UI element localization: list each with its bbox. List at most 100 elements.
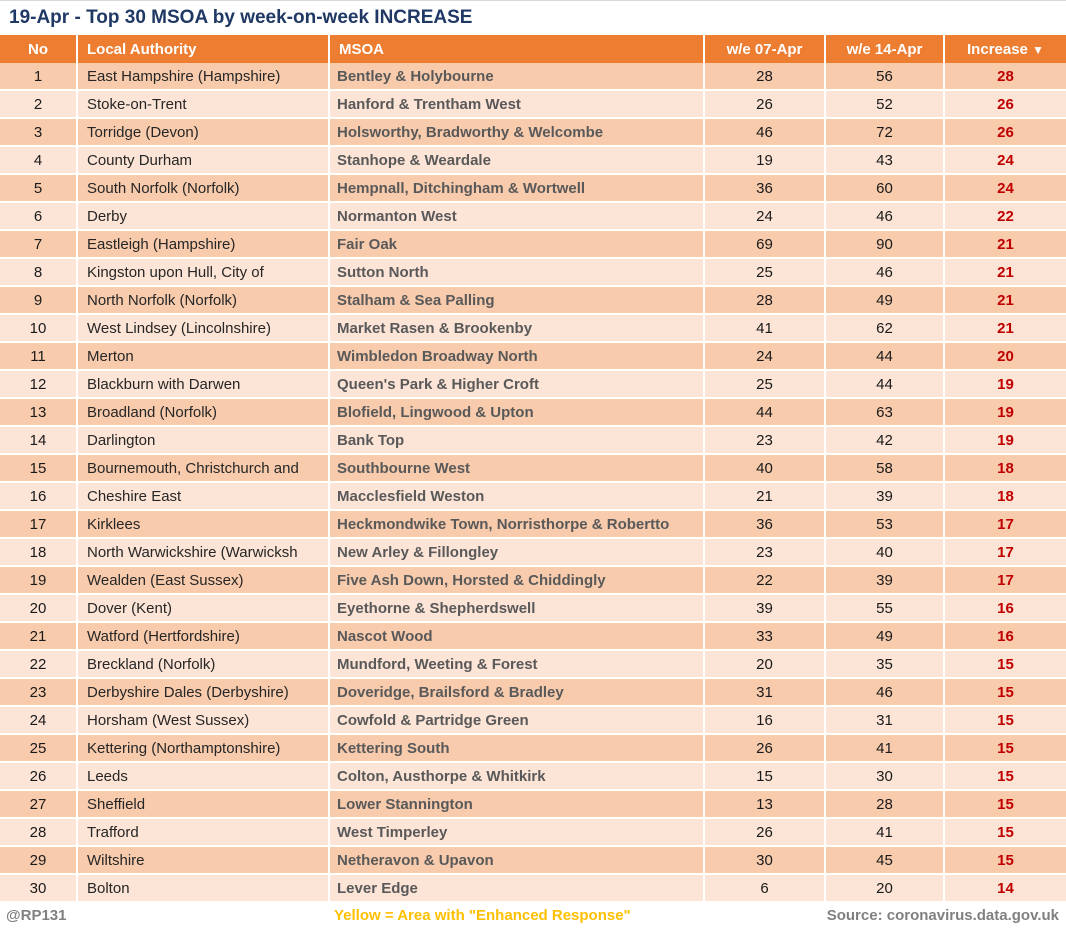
column-header-increase[interactable]: Increase ▼ xyxy=(945,35,1066,63)
cell-we-07-apr: 20 xyxy=(705,651,826,679)
cell-we-14-apr: 60 xyxy=(826,175,945,203)
cell-increase: 17 xyxy=(945,539,1066,567)
cell-rank: 26 xyxy=(0,763,78,791)
cell-increase: 15 xyxy=(945,791,1066,819)
cell-local-authority: Cheshire East xyxy=(78,483,330,511)
cell-rank: 29 xyxy=(0,847,78,875)
cell-we-14-apr: 41 xyxy=(826,735,945,763)
cell-msoa: West Timperley xyxy=(330,819,705,847)
cell-we-07-apr: 13 xyxy=(705,791,826,819)
table-header-row: No Local Authority MSOA w/e 07-Apr w/e 1… xyxy=(0,35,1066,63)
cell-rank: 8 xyxy=(0,259,78,287)
cell-rank: 7 xyxy=(0,231,78,259)
table-row: 26 Leeds Colton, Austhorpe & Whitkirk 15… xyxy=(0,763,1066,791)
table-row: 5 South Norfolk (Norfolk) Hempnall, Ditc… xyxy=(0,175,1066,203)
table-row: 3 Torridge (Devon) Holsworthy, Bradworth… xyxy=(0,119,1066,147)
table-row: 28 Trafford West Timperley 26 41 15 xyxy=(0,819,1066,847)
cell-local-authority: Derbyshire Dales (Derbyshire) xyxy=(78,679,330,707)
page-title: 19-Apr - Top 30 MSOA by week-on-week INC… xyxy=(9,7,473,28)
cell-we-14-apr: 56 xyxy=(826,63,945,91)
cell-increase: 21 xyxy=(945,231,1066,259)
table-row: 21 Watford (Hertfordshire) Nascot Wood 3… xyxy=(0,623,1066,651)
cell-msoa: Heckmondwike Town, Norristhorpe & Robert… xyxy=(330,511,705,539)
cell-msoa: Five Ash Down, Horsted & Chiddingly xyxy=(330,567,705,595)
cell-local-authority: West Lindsey (Lincolnshire) xyxy=(78,315,330,343)
cell-we-07-apr: 19 xyxy=(705,147,826,175)
cell-we-07-apr: 31 xyxy=(705,679,826,707)
cell-we-07-apr: 36 xyxy=(705,511,826,539)
table-row: 6 Derby Normanton West 24 46 22 xyxy=(0,203,1066,231)
table-row: 13 Broadland (Norfolk) Blofield, Lingwoo… xyxy=(0,399,1066,427)
cell-we-07-apr: 44 xyxy=(705,399,826,427)
cell-msoa: Doveridge, Brailsford & Bradley xyxy=(330,679,705,707)
cell-local-authority: Eastleigh (Hampshire) xyxy=(78,231,330,259)
table-row: 22 Breckland (Norfolk) Mundford, Weeting… xyxy=(0,651,1066,679)
cell-we-14-apr: 39 xyxy=(826,567,945,595)
cell-we-07-apr: 22 xyxy=(705,567,826,595)
cell-local-authority: Kettering (Northamptonshire) xyxy=(78,735,330,763)
cell-we-07-apr: 16 xyxy=(705,707,826,735)
msoa-increase-table: No Local Authority MSOA w/e 07-Apr w/e 1… xyxy=(0,35,1066,903)
cell-rank: 19 xyxy=(0,567,78,595)
cell-we-14-apr: 46 xyxy=(826,679,945,707)
cell-local-authority: Dover (Kent) xyxy=(78,595,330,623)
cell-rank: 11 xyxy=(0,343,78,371)
cell-we-14-apr: 49 xyxy=(826,287,945,315)
table-row: 10 West Lindsey (Lincolnshire) Market Ra… xyxy=(0,315,1066,343)
cell-local-authority: Bolton xyxy=(78,875,330,903)
cell-we-07-apr: 23 xyxy=(705,427,826,455)
cell-msoa: Holsworthy, Bradworthy & Welcombe xyxy=(330,119,705,147)
cell-we-14-apr: 58 xyxy=(826,455,945,483)
cell-msoa: New Arley & Fillongley xyxy=(330,539,705,567)
cell-local-authority: Kirklees xyxy=(78,511,330,539)
cell-we-07-apr: 24 xyxy=(705,343,826,371)
table-row: 8 Kingston upon Hull, City of Sutton Nor… xyxy=(0,259,1066,287)
cell-increase: 15 xyxy=(945,847,1066,875)
cell-local-authority: Trafford xyxy=(78,819,330,847)
cell-local-authority: Watford (Hertfordshire) xyxy=(78,623,330,651)
cell-rank: 16 xyxy=(0,483,78,511)
cell-rank: 3 xyxy=(0,119,78,147)
cell-we-14-apr: 49 xyxy=(826,623,945,651)
cell-we-07-apr: 33 xyxy=(705,623,826,651)
cell-msoa: Eyethorne & Shepherdswell xyxy=(330,595,705,623)
cell-increase: 15 xyxy=(945,763,1066,791)
cell-local-authority: Wealden (East Sussex) xyxy=(78,567,330,595)
table-row: 1 East Hampshire (Hampshire) Bentley & H… xyxy=(0,63,1066,91)
cell-increase: 18 xyxy=(945,483,1066,511)
cell-increase: 19 xyxy=(945,399,1066,427)
cell-local-authority: Wiltshire xyxy=(78,847,330,875)
cell-msoa: Fair Oak xyxy=(330,231,705,259)
cell-local-authority: South Norfolk (Norfolk) xyxy=(78,175,330,203)
cell-msoa: Hempnall, Ditchingham & Wortwell xyxy=(330,175,705,203)
cell-we-07-apr: 25 xyxy=(705,259,826,287)
cell-increase: 18 xyxy=(945,455,1066,483)
cell-rank: 6 xyxy=(0,203,78,231)
cell-local-authority: Torridge (Devon) xyxy=(78,119,330,147)
cell-rank: 25 xyxy=(0,735,78,763)
table-row: 19 Wealden (East Sussex) Five Ash Down, … xyxy=(0,567,1066,595)
cell-we-07-apr: 41 xyxy=(705,315,826,343)
cell-msoa: Colton, Austhorpe & Whitkirk xyxy=(330,763,705,791)
table-row: 15 Bournemouth, Christchurch and Southbo… xyxy=(0,455,1066,483)
cell-we-14-apr: 41 xyxy=(826,819,945,847)
cell-increase: 21 xyxy=(945,287,1066,315)
cell-local-authority: Sheffield xyxy=(78,791,330,819)
cell-msoa: Kettering South xyxy=(330,735,705,763)
cell-increase: 15 xyxy=(945,735,1066,763)
cell-we-14-apr: 52 xyxy=(826,91,945,119)
cell-we-14-apr: 90 xyxy=(826,231,945,259)
cell-increase: 14 xyxy=(945,875,1066,903)
cell-local-authority: Leeds xyxy=(78,763,330,791)
cell-we-07-apr: 36 xyxy=(705,175,826,203)
column-header-we-14-apr: w/e 14-Apr xyxy=(826,35,945,63)
cell-msoa: Nascot Wood xyxy=(330,623,705,651)
table-row: 23 Derbyshire Dales (Derbyshire) Doverid… xyxy=(0,679,1066,707)
author-handle: @RP131 xyxy=(6,907,67,924)
cell-rank: 10 xyxy=(0,315,78,343)
source-credit: Source: coronavirus.data.gov.uk xyxy=(826,907,1059,924)
cell-we-07-apr: 23 xyxy=(705,539,826,567)
cell-we-14-apr: 46 xyxy=(826,203,945,231)
cell-we-07-apr: 21 xyxy=(705,483,826,511)
